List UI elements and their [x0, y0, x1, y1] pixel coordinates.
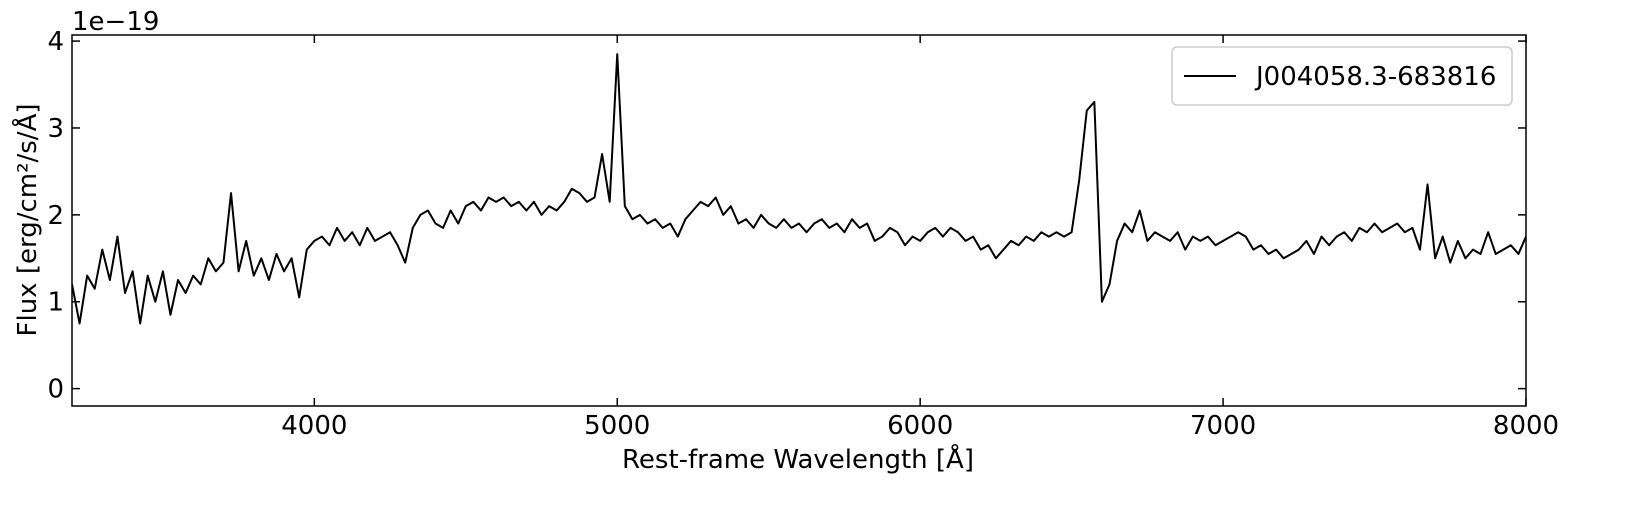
- x-tick-label: 8000: [1493, 411, 1559, 441]
- y-tick-label: 3: [47, 114, 64, 144]
- legend-box: [1171, 46, 1513, 106]
- x-axis-label: Rest-frame Wavelength [Å]: [622, 443, 974, 475]
- legend-label: J004058.3-683816: [1254, 62, 1496, 92]
- y-tick-label: 4: [47, 27, 64, 57]
- y-offset-label: 1e−19: [72, 7, 159, 37]
- y-tick-label: 1: [47, 288, 64, 318]
- x-tick-label: 4000: [281, 411, 347, 441]
- y-tick-label: 0: [47, 375, 64, 405]
- x-tick-label: 5000: [584, 411, 650, 441]
- x-tick-label: 7000: [1190, 411, 1256, 441]
- plot-frame: [71, 34, 1527, 407]
- spectrum-line: [72, 53, 1526, 325]
- y-axis-label: Flux [erg/cm²/s/Å]: [11, 104, 43, 337]
- y-tick-label: 2: [47, 201, 64, 231]
- x-tick-label: 6000: [887, 411, 953, 441]
